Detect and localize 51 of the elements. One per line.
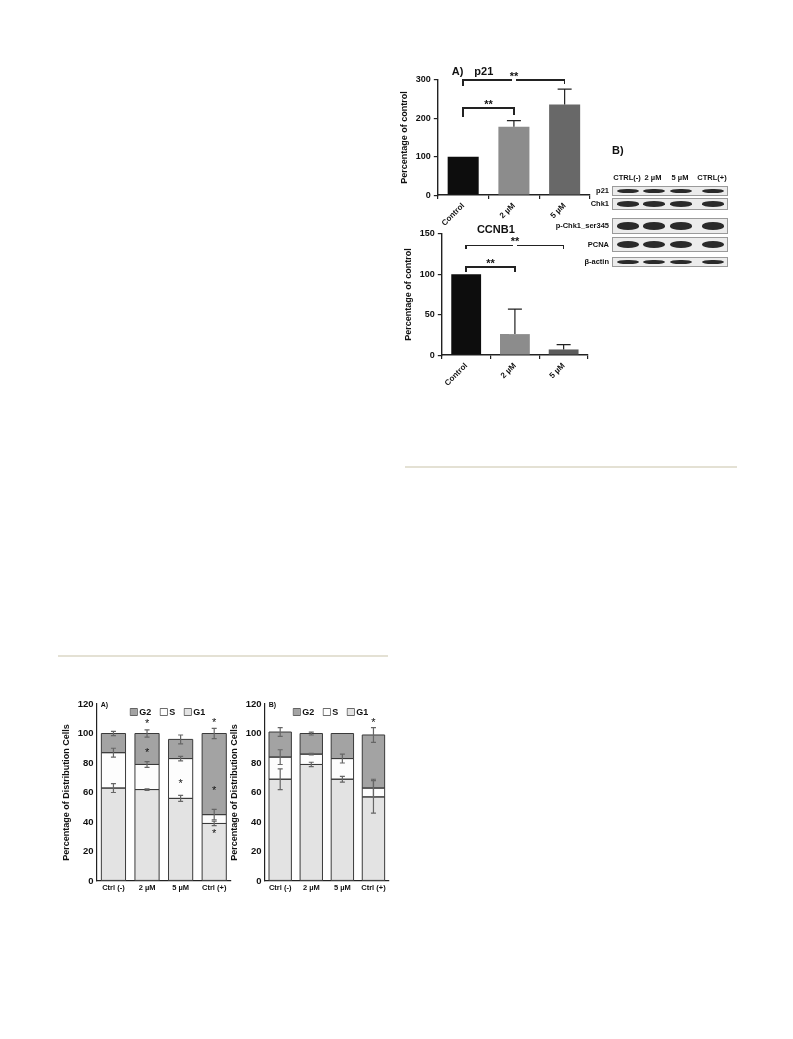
y-tick-label: 120 <box>245 697 262 709</box>
y-tick-label: 20 <box>251 845 262 857</box>
y-tick-label: 60 <box>83 786 94 798</box>
y-axis-title: Percentage of control <box>398 91 409 184</box>
y-tick-label: 80 <box>83 756 94 768</box>
legend-label: S <box>332 706 339 717</box>
y-axis-title: Percentage of Distribution Cells <box>60 724 71 861</box>
text: B) <box>612 144 624 156</box>
y-axis-title: Percentage of Distribution Cells <box>228 724 239 861</box>
y-tick-label: 0 <box>88 874 94 886</box>
annotation: ** <box>484 97 494 110</box>
text: A) <box>451 64 464 77</box>
x-tick-label: 5 µM <box>547 360 567 381</box>
annotation: ** <box>510 234 520 247</box>
x-tick-label: 2 µM <box>497 200 518 221</box>
y-tick-label: 0 <box>429 349 435 360</box>
y-tick-label: 0 <box>425 189 431 200</box>
legend-label: G1 <box>193 706 206 717</box>
chart-title: p21 <box>474 64 494 77</box>
y-tick-label: 150 <box>419 228 435 239</box>
legend-label: G2 <box>139 706 152 717</box>
legend-label: S <box>169 706 176 717</box>
annotation: * <box>178 776 184 789</box>
y-tick-label: 0 <box>256 874 262 886</box>
annotation: ** <box>509 69 519 82</box>
annotation: * <box>144 716 150 729</box>
y-tick-label: 40 <box>83 815 94 827</box>
annotation: * <box>212 716 218 729</box>
legend-label: G1 <box>356 706 369 717</box>
y-tick-label: 300 <box>415 74 431 85</box>
y-tick-label: 100 <box>245 727 262 739</box>
legend-label: G2 <box>302 706 315 717</box>
chart-title: CCNB1 <box>476 222 515 235</box>
x-tick-label: 2 µM <box>498 360 519 381</box>
y-tick-label: 100 <box>419 268 435 279</box>
annotation: ** <box>486 256 496 269</box>
y-tick-label: 120 <box>77 697 94 709</box>
annotation: * <box>212 827 218 840</box>
y-tick-label: 60 <box>251 786 262 798</box>
y-tick-label: 100 <box>77 727 94 739</box>
x-tick-label: 5 µM <box>548 200 568 221</box>
y-tick-label: 200 <box>415 112 431 123</box>
y-tick-label: 40 <box>251 815 262 827</box>
y-tick-label: 50 <box>424 309 435 320</box>
y-axis-title: Percentage of control <box>402 248 413 341</box>
annotation: * <box>371 716 377 729</box>
y-tick-label: 100 <box>415 151 431 162</box>
y-tick-label: 80 <box>251 756 262 768</box>
annotation: * <box>144 746 150 759</box>
y-tick-label: 20 <box>83 845 94 857</box>
annotation: * <box>212 784 218 797</box>
